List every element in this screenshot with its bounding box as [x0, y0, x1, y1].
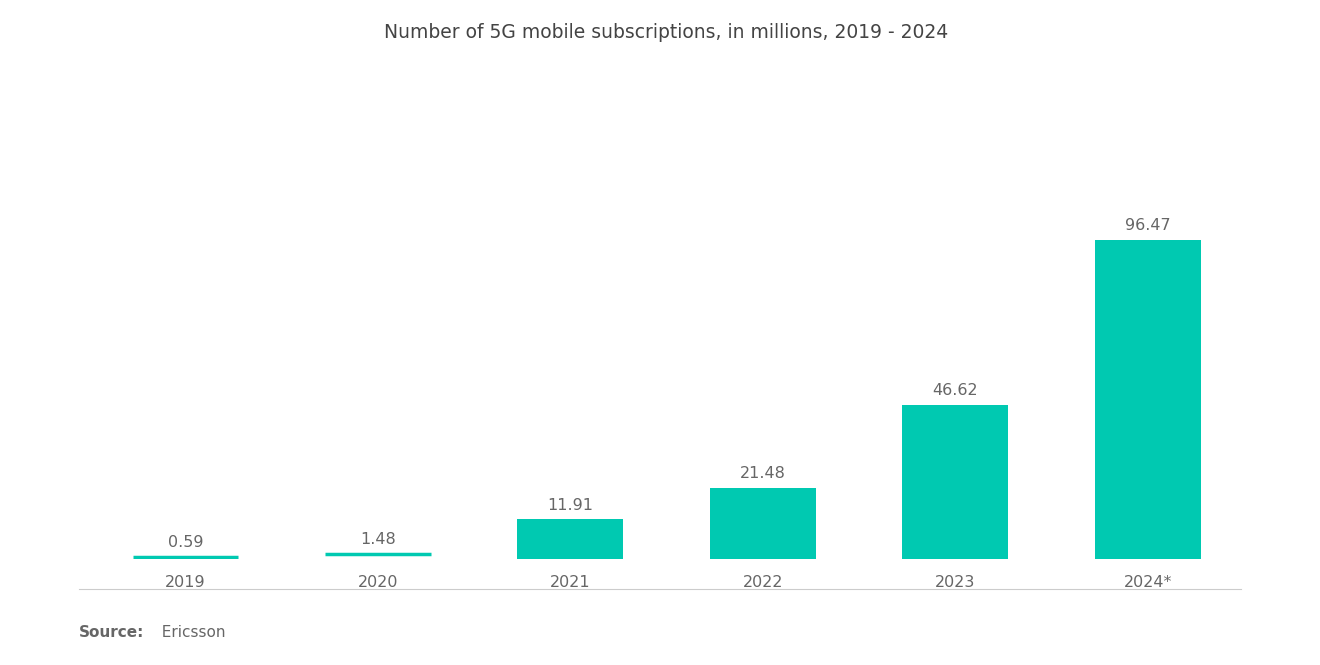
Title: Number of 5G mobile subscriptions, in millions, 2019 - 2024: Number of 5G mobile subscriptions, in mi… — [384, 23, 949, 42]
Bar — [1094, 240, 1201, 559]
Text: 21.48: 21.48 — [741, 466, 785, 481]
Text: 46.62: 46.62 — [932, 383, 978, 398]
Text: Ericsson: Ericsson — [152, 625, 226, 640]
Text: 0.59: 0.59 — [168, 535, 203, 550]
Text: Source:: Source: — [79, 625, 145, 640]
Bar — [710, 487, 816, 559]
Bar — [903, 405, 1008, 559]
Text: 96.47: 96.47 — [1125, 218, 1171, 233]
Text: 1.48: 1.48 — [360, 532, 396, 547]
Text: 11.91: 11.91 — [548, 497, 594, 513]
Bar — [517, 519, 623, 559]
